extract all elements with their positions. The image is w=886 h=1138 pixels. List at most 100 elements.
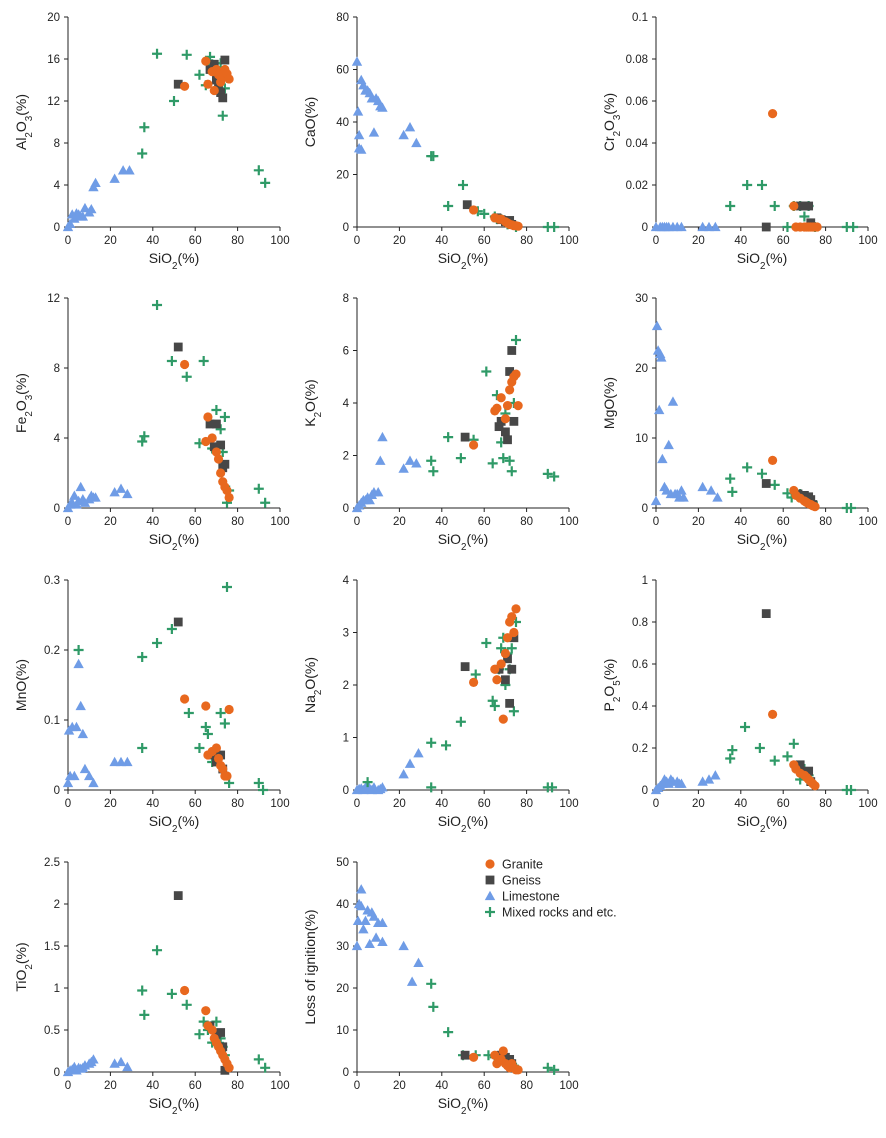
x-tick-label: 0 [354,235,360,247]
chart-mno: 0 0.1 0.2 0.3 0 20 40 60 80 100 SiO2(%) MnO(%) [13,575,290,835]
y-tick-label: 40 [336,899,349,911]
y-axis-label: P2O5(%) [601,659,623,712]
limestone-point [360,915,371,925]
y-tick-label: 4 [54,180,61,192]
gneiss-point [503,654,512,664]
granite-point [492,403,502,413]
granite-point [218,764,228,774]
gneiss-point [806,495,816,504]
gneiss-point [220,1065,230,1075]
x-axis-label: SiO2(%) [438,1095,489,1117]
legend-label: Mixed rocks and etc. [502,906,617,920]
granite-point [211,447,221,457]
x-tick-label: 60 [189,1080,202,1092]
y-tick-label: 0.8 [632,617,648,629]
limestone-point [398,463,409,473]
x-axis-label: SiO2(%) [737,531,788,553]
mixed-point [458,180,468,190]
limestone-point [411,137,422,148]
mixed-point [542,468,553,479]
gneiss-point [173,891,183,900]
mixed-point [166,988,177,999]
x-tick-label: 100 [559,798,578,810]
y-tick-label: 10 [635,433,648,445]
y-tick-label: 2 [54,899,60,911]
limestone-point [377,102,388,112]
gneiss-point [462,200,472,210]
legend-label: Granite [502,858,543,872]
gneiss-point [216,88,226,97]
granite-point [511,369,521,379]
granite-point [201,1006,211,1016]
x-tick-label: 40 [146,516,159,528]
mixed-point [169,96,179,106]
y-axis-label: MgO(%) [601,377,617,429]
granite-point [180,81,190,91]
mixed-point [217,110,228,121]
gneiss-point [505,367,515,376]
x-tick-label: 40 [435,516,448,528]
gneiss-point [795,760,805,770]
limestone-point [712,492,723,502]
mixed-point [426,782,437,793]
mixed-point [194,743,205,753]
granite-point [224,704,234,715]
limestone-point [75,700,86,711]
mixed-point [481,366,492,377]
legend-item-gneiss: Gneiss [485,874,541,888]
gneiss-point [173,617,183,627]
y-tick-label: 1 [54,983,60,995]
gneiss-point [761,222,771,232]
x-tick-label: 80 [819,798,832,810]
mixed-point [181,999,192,1010]
x-tick-label: 20 [393,1080,406,1092]
gneiss-point [212,419,221,429]
mixed-point [137,743,148,753]
mixed-point [757,468,767,479]
x-tick-label: 40 [734,235,747,247]
limestone-point [122,488,133,499]
limestone-point [88,777,99,788]
y-tick-label: 6 [343,346,349,358]
granite-point [513,401,523,411]
limestone-point [88,1054,99,1064]
x-tick-label: 0 [653,235,659,247]
limestone-point [377,782,388,792]
granite-point [180,985,190,996]
granite-point [768,455,778,465]
y-tick-label: 0.04 [626,138,649,150]
gneiss-point [804,766,814,776]
x-tick-label: 0 [653,798,659,810]
x-tick-label: 40 [146,1080,159,1092]
limestone-point [676,221,687,232]
limestone-point [115,483,127,493]
x-tick-label: 0 [65,798,71,810]
limestone-point [663,439,674,450]
limestone-point [109,173,120,183]
granite-point [513,221,523,231]
y-axis-label: MnO(%) [13,659,29,711]
limestone-point [653,404,665,415]
granite-point [224,1063,234,1073]
limestone-point [703,774,715,784]
x-tick-label: 20 [393,235,406,247]
y-tick-label: 12 [47,96,60,108]
x-tick-label: 100 [858,798,877,810]
mixed-point [757,180,767,190]
granite-point [505,385,515,395]
gneiss-point [496,416,506,426]
gneiss-point [505,698,515,708]
mixed-point [426,737,437,748]
granite-point [810,502,820,512]
granite-point [222,485,232,496]
mixed-point [139,431,150,442]
granite-point [211,743,221,753]
mixed-point [260,497,271,508]
mixed-point [428,151,439,162]
limestone-point [710,770,721,780]
mixed-point [211,405,222,415]
y-tick-label: 0 [54,1067,60,1079]
y-tick-label: 0.5 [44,1025,60,1037]
mixed-point [496,643,507,654]
y-tick-label: 0.4 [632,701,649,713]
